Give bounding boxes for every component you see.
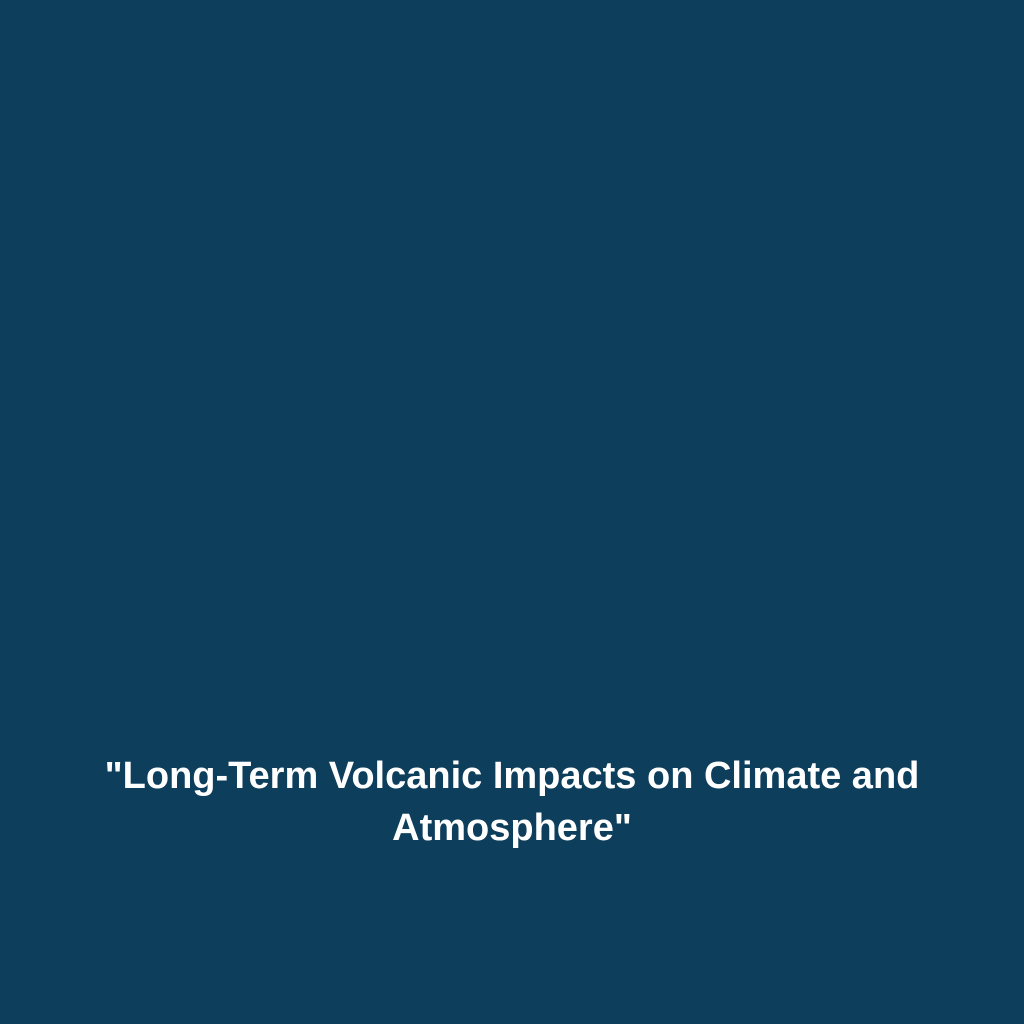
slide-title: "Long-Term Volcanic Impacts on Climate a… [0, 751, 1024, 854]
